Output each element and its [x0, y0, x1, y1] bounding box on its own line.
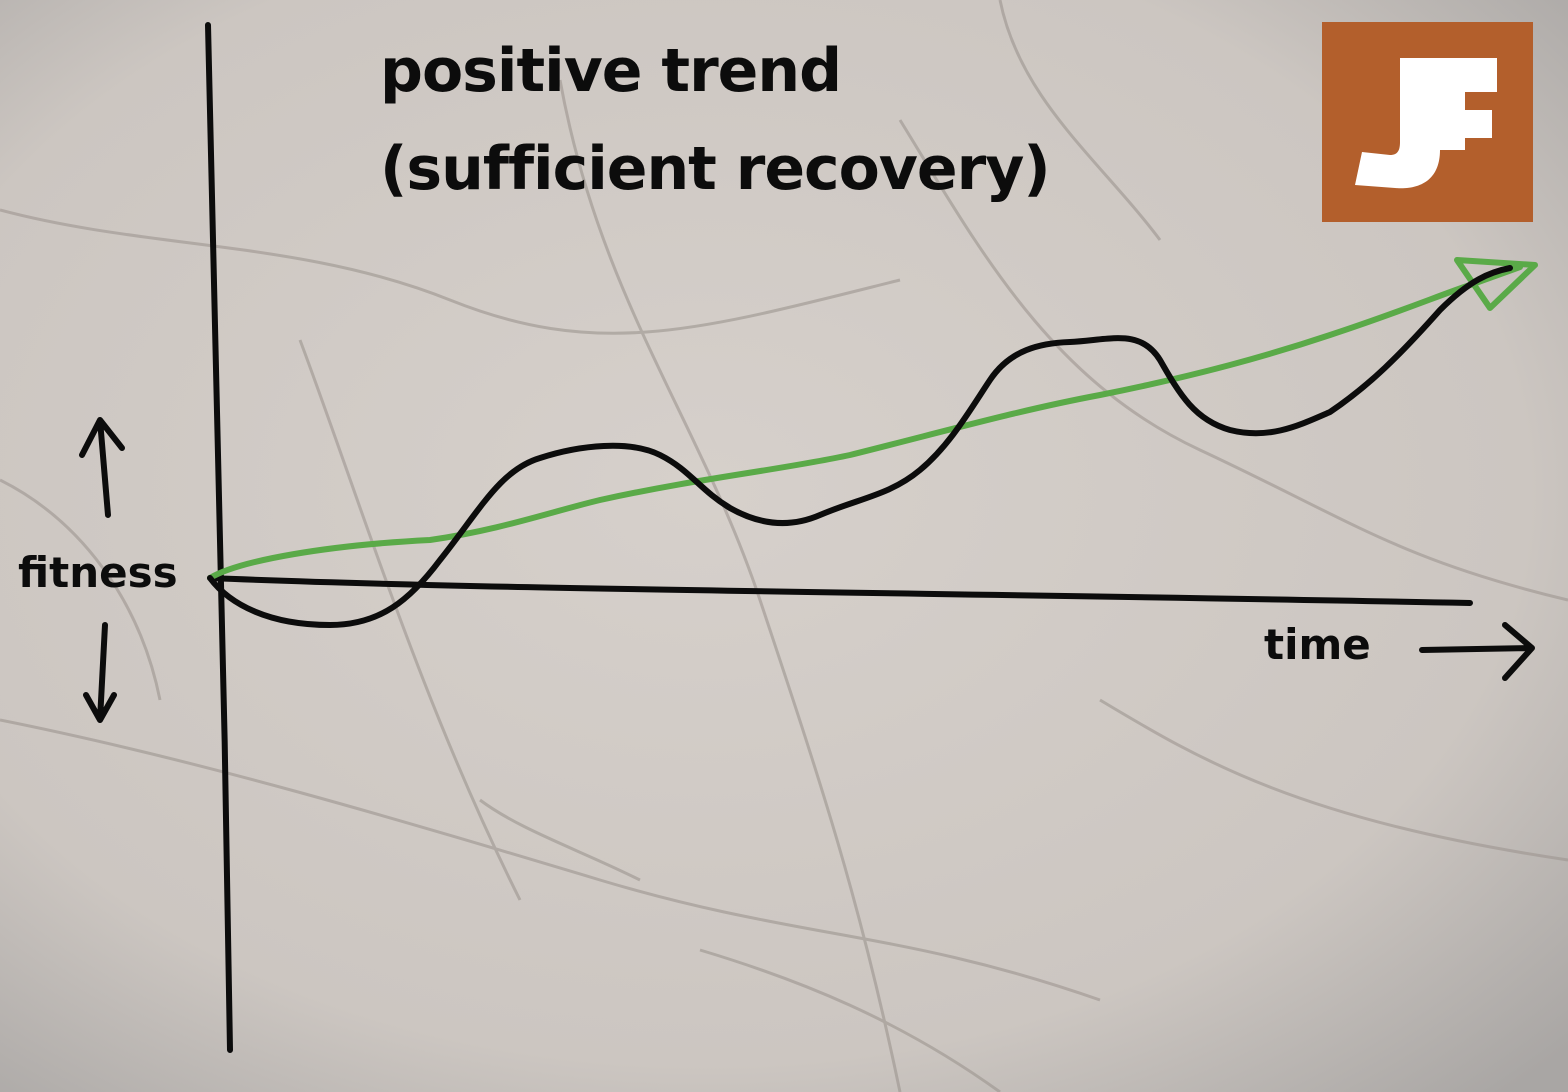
y-axis-line [205, 22, 233, 1053]
title-line-1: positive trend [380, 36, 842, 106]
fitness-arrows [79, 417, 1535, 723]
fitness-curve [207, 265, 1513, 629]
arrow-up-icon [79, 417, 125, 518]
axes [205, 22, 1473, 1053]
y-axis-label: fitness [18, 548, 178, 597]
arrow-down-icon [83, 622, 117, 723]
x-axis-line [207, 575, 1473, 606]
logo-jf-glyph [1355, 58, 1497, 189]
x-axis-label: time [1264, 620, 1371, 669]
time-arrow-icon [1419, 622, 1535, 681]
logo [1322, 22, 1533, 222]
title-line-2: (sufficient recovery) [380, 134, 1051, 204]
trend-line [207, 264, 1523, 581]
